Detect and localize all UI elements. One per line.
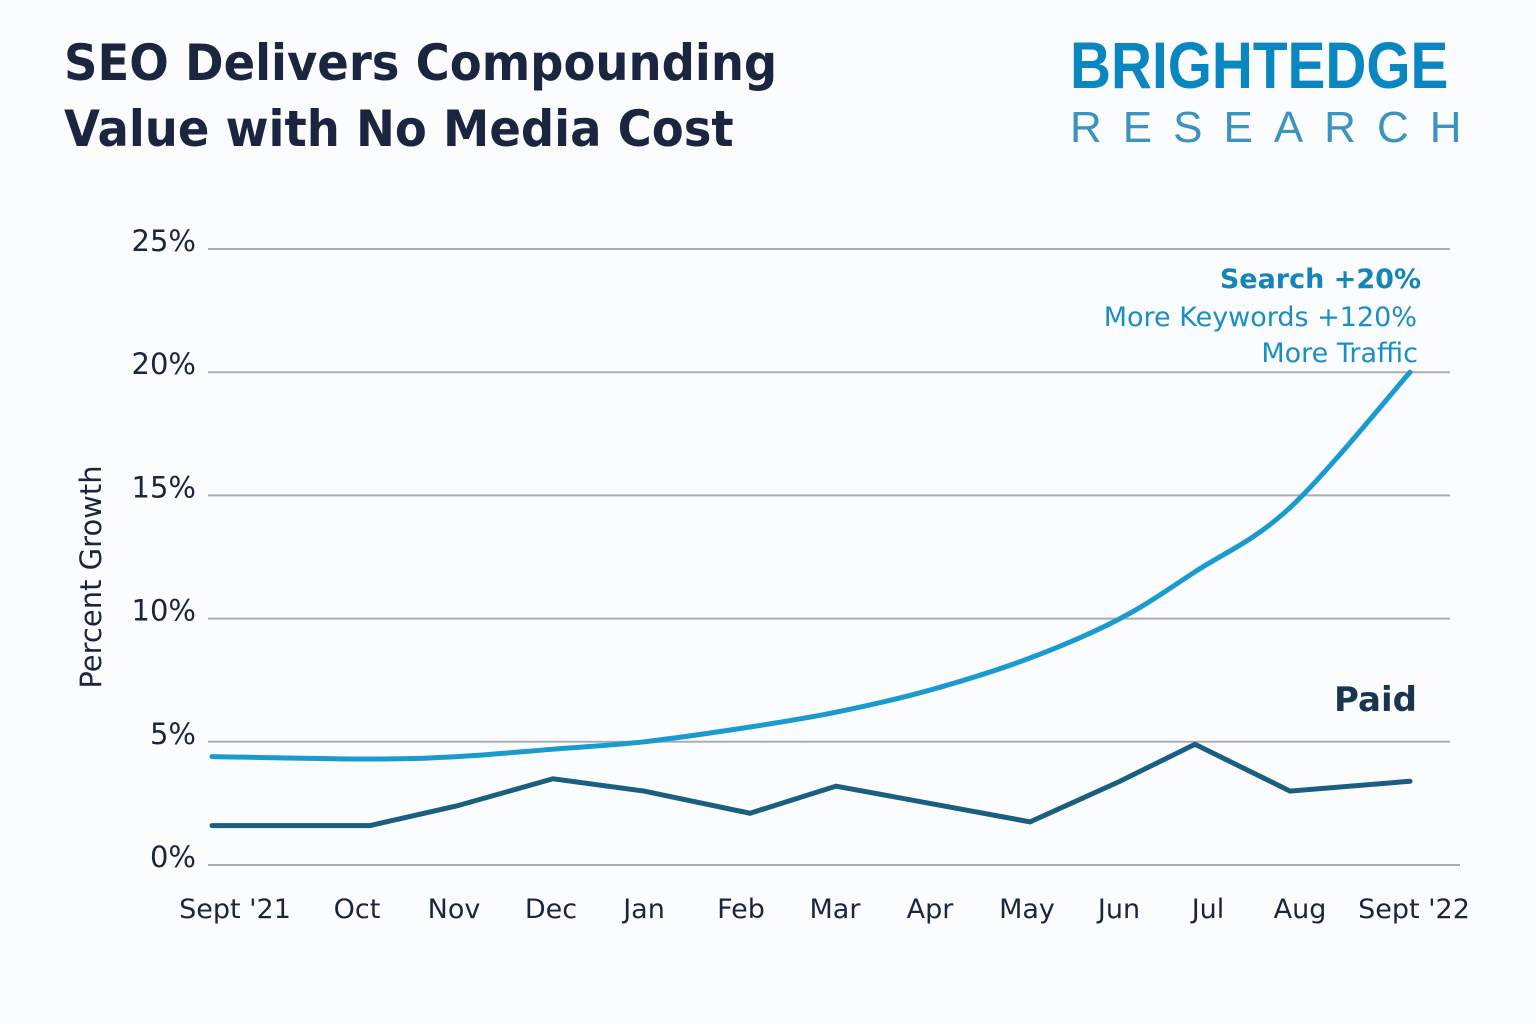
x-tick-label: Oct — [334, 894, 381, 925]
search-annotation: Search +20% — [1220, 264, 1421, 295]
search-series-line — [209, 369, 1413, 762]
x-tick-label: Apr — [907, 894, 955, 925]
x-tick-label: May — [999, 894, 1055, 925]
x-tick-label: Dec — [525, 894, 577, 925]
brightedge-logo: BRIGHTEDGE RESEARCH — [1070, 28, 1483, 156]
y-tick-label: 25% — [132, 224, 196, 258]
x-tick-label: Feb — [717, 894, 765, 925]
paid-annotation: Paid — [1334, 680, 1417, 720]
x-tick-label: Aug — [1274, 894, 1327, 925]
traffic-annotation: More Traffic — [1261, 338, 1418, 369]
logo-wordmark: BRIGHTEDGE — [1070, 28, 1449, 102]
logo-subtitle: RESEARCH — [1070, 103, 1483, 152]
y-tick-label: 0% — [150, 840, 196, 874]
title-line-2: Value with No Media Cost — [64, 100, 734, 158]
keywords-annotation: More Keywords +120% — [1104, 302, 1417, 333]
paid-series-line — [209, 741, 1413, 829]
y-tick-label: 15% — [132, 470, 196, 504]
x-tick-label: Sept '21 — [179, 894, 291, 925]
y-axis-label: Percent Growth — [74, 465, 108, 688]
y-tick-label: 10% — [132, 594, 196, 628]
title-line-1: SEO Delivers Compounding — [64, 34, 778, 92]
x-tick-label: Jun — [1096, 894, 1140, 925]
x-tick-label: Mar — [810, 894, 862, 925]
x-tick-label: Nov — [428, 894, 481, 925]
y-tick-label: 5% — [150, 717, 196, 751]
chart-title: SEO Delivers Compounding Value with No M… — [64, 30, 831, 162]
x-tick-label: Jul — [1190, 894, 1225, 925]
y-tick-label: 20% — [132, 347, 196, 381]
x-tick-label: Jan — [621, 894, 665, 925]
x-tick-label: Sept '22 — [1358, 894, 1470, 925]
